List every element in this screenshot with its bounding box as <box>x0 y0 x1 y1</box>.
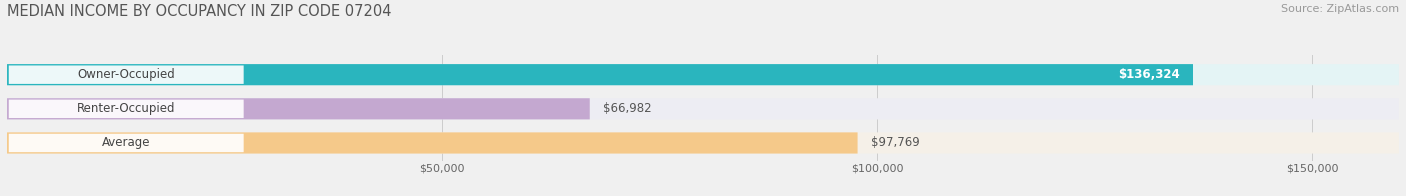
FancyBboxPatch shape <box>7 132 858 153</box>
FancyBboxPatch shape <box>8 65 243 84</box>
Text: Source: ZipAtlas.com: Source: ZipAtlas.com <box>1281 4 1399 14</box>
FancyBboxPatch shape <box>7 98 1399 119</box>
Text: Average: Average <box>103 136 150 150</box>
Text: Renter-Occupied: Renter-Occupied <box>77 102 176 115</box>
Text: MEDIAN INCOME BY OCCUPANCY IN ZIP CODE 07204: MEDIAN INCOME BY OCCUPANCY IN ZIP CODE 0… <box>7 4 391 19</box>
FancyBboxPatch shape <box>7 64 1194 85</box>
Text: Owner-Occupied: Owner-Occupied <box>77 68 176 81</box>
FancyBboxPatch shape <box>8 100 243 118</box>
Text: $136,324: $136,324 <box>1118 68 1180 81</box>
FancyBboxPatch shape <box>7 64 1399 85</box>
Text: $66,982: $66,982 <box>603 102 651 115</box>
FancyBboxPatch shape <box>7 132 1399 153</box>
FancyBboxPatch shape <box>7 98 589 119</box>
FancyBboxPatch shape <box>8 134 243 152</box>
Text: $97,769: $97,769 <box>870 136 920 150</box>
